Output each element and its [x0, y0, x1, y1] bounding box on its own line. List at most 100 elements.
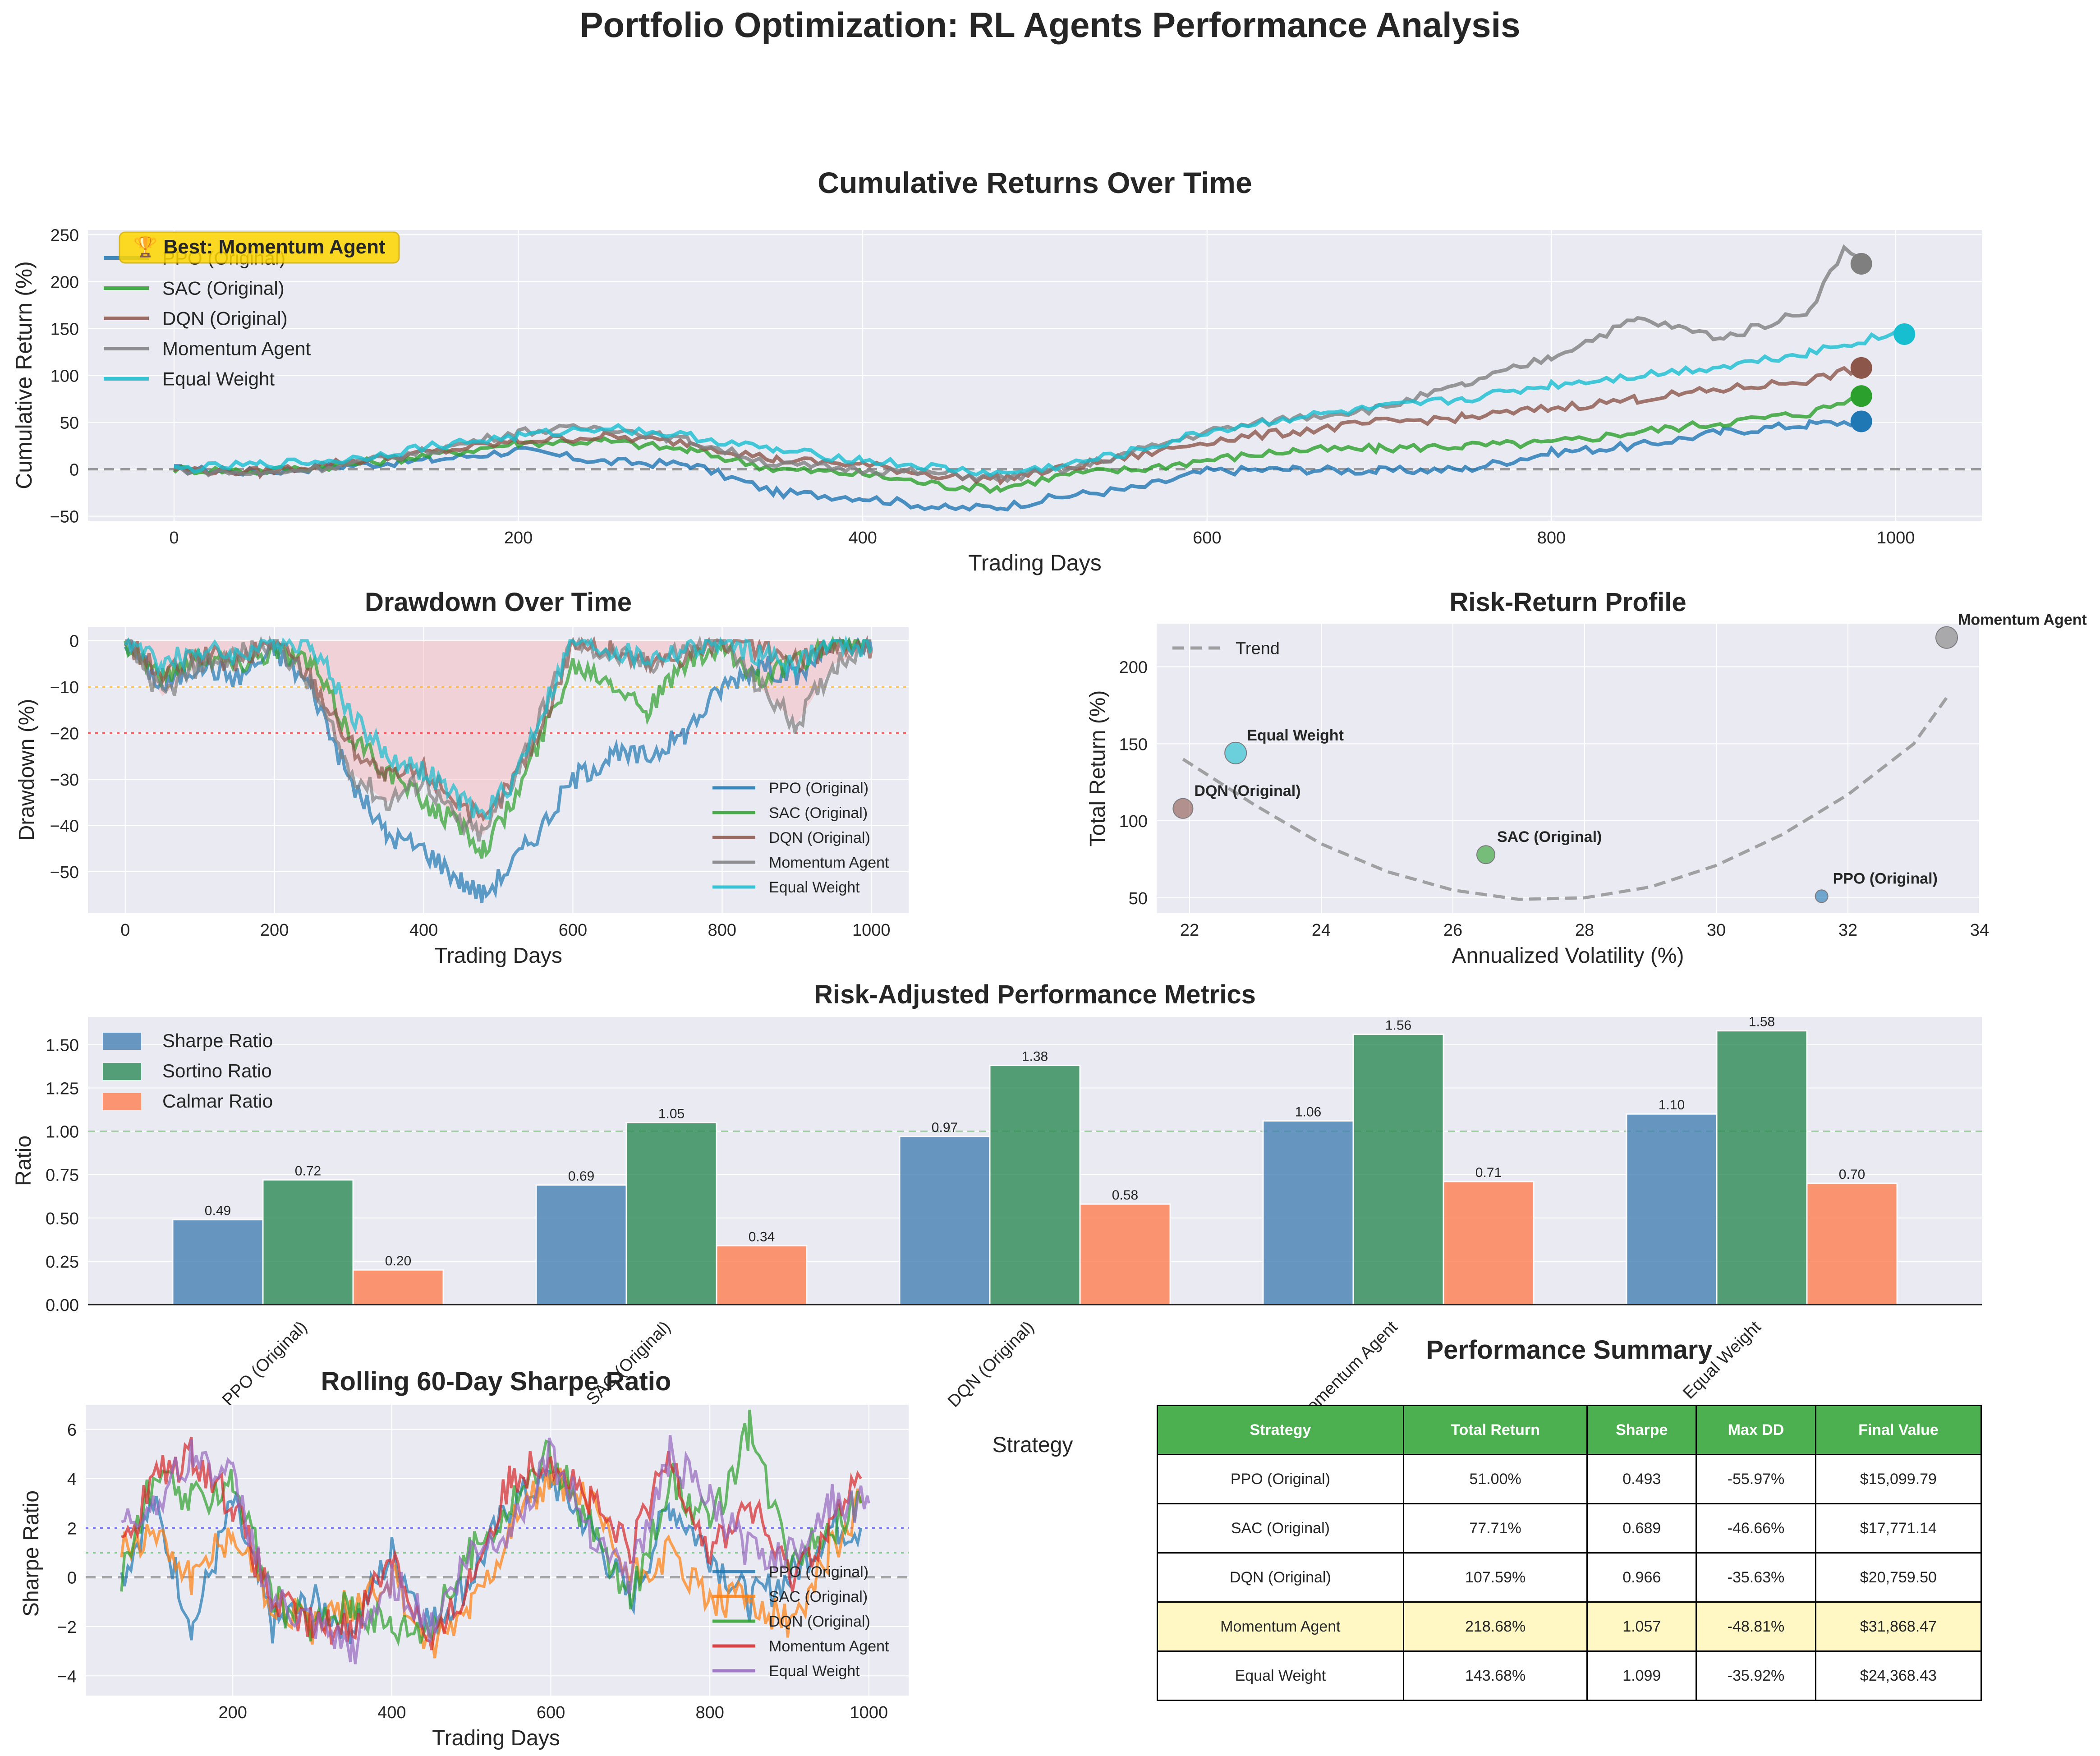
summary-cell: $24,368.43 [1815, 1650, 1982, 1701]
legend-label: SAC (Original) [162, 278, 285, 299]
summary-header-row: Strategy Total Return Sharpe Max DD Final Va… [1157, 1405, 1982, 1455]
summary-column-header: Sharpe [1586, 1405, 1697, 1455]
drawdown-ylabel: Drawdown (%) [15, 699, 39, 841]
x-tick-label: 400 [377, 1703, 406, 1722]
cumulative-series-1 [173, 395, 1863, 494]
scatter-point-3 [1935, 626, 1958, 649]
bar-value-label: 0.71 [1475, 1165, 1502, 1180]
y-tick-label: 0.25 [46, 1253, 79, 1272]
rolling-xlabel: Trading Days [432, 1726, 560, 1750]
scatter-point-2 [1172, 798, 1194, 819]
legend-label: DQN (Original) [769, 1613, 870, 1630]
summary-row: DQN (Original) 107.59% 0.966 -35.63% $20,759… [1157, 1552, 1982, 1603]
cumulative-series-2 [173, 366, 1862, 486]
summary-column-header: Max DD [1696, 1405, 1816, 1455]
y-tick-label: 6 [67, 1421, 77, 1440]
bar-value-label: 0.97 [932, 1120, 958, 1135]
risk-return-xlabel: Annualized Volatility (%) [1452, 944, 1684, 968]
x-tick-label: 800 [695, 1703, 724, 1722]
legend-label: SAC (Original) [769, 804, 868, 822]
x-tick-label: 1000 [1877, 529, 1915, 547]
cumulative-series-0 [174, 418, 1862, 512]
summary-row: Equal Weight 143.68% 1.099 -35.92% $24,368.4… [1157, 1650, 1982, 1701]
scatter-point-label: SAC (Original) [1497, 828, 1602, 846]
bar-value-label: 0.70 [1839, 1167, 1865, 1182]
trend-line [1182, 696, 1948, 901]
x-tick-label: 26 [1443, 921, 1462, 940]
bar-value-label: 0.72 [295, 1163, 321, 1178]
legend-label: Sharpe Ratio [162, 1030, 273, 1051]
y-tick-label: 1.00 [46, 1123, 79, 1142]
bar-0-0 [172, 1219, 264, 1306]
drawdown-xlabel: Trading Days [434, 944, 562, 968]
x-tick-label: 200 [260, 921, 289, 940]
x-tick-label: 0 [169, 529, 179, 547]
end-marker-3 [1850, 253, 1872, 275]
x-tick-label: 200 [504, 529, 533, 547]
bar-3-2 [1443, 1181, 1535, 1306]
summary-cell: 1.099 [1586, 1650, 1697, 1701]
bar-value-label: 0.49 [205, 1204, 231, 1218]
legend-label: Equal Weight [769, 1663, 860, 1680]
y-tick-label: 200 [1119, 658, 1148, 677]
risk-return-ylabel: Total Return (%) [1086, 690, 1110, 847]
x-tick-label: 1000 [850, 1703, 888, 1722]
bar-4-0 [1626, 1113, 1718, 1306]
summary-cell: 143.68% [1402, 1650, 1588, 1701]
y-tick-label: 0.00 [46, 1296, 79, 1315]
summary-row: SAC (Original) 77.71% 0.689 -46.66% $17,771.… [1157, 1503, 1982, 1554]
summary-cell: DQN (Original) [1157, 1552, 1404, 1603]
summary-cell: Momentum Agent [1157, 1601, 1404, 1652]
category-label: PPO (Original) [219, 1318, 311, 1410]
summary-cell: 0.966 [1586, 1552, 1697, 1603]
performance-summary-table: Strategy Total Return Sharpe Max DD Final Va… [1157, 1405, 1982, 1701]
bar-value-label: 0.20 [385, 1254, 411, 1269]
legend-label: PPO (Original) [769, 780, 868, 797]
end-marker-1 [1850, 385, 1872, 407]
summary-cell: 0.493 [1586, 1454, 1697, 1504]
legend-label: Equal Weight [769, 879, 860, 896]
drawdown-title: Drawdown Over Time [365, 588, 632, 617]
bar-value-label: 0.69 [568, 1169, 594, 1184]
x-tick-label: 22 [1180, 921, 1199, 940]
y-tick-label: −30 [50, 771, 79, 790]
summary-cell: 1.057 [1586, 1601, 1697, 1652]
bar-value-label: 1.38 [1022, 1049, 1048, 1064]
bar-1-2 [716, 1245, 808, 1306]
bar-1-0 [535, 1184, 627, 1306]
bar-2-1 [989, 1065, 1081, 1306]
scatter-point-4 [1224, 741, 1247, 764]
summary-cell: Equal Weight [1157, 1650, 1404, 1701]
cumulative-series-4 [173, 329, 1905, 478]
legend-label: Equal Weight [162, 368, 275, 390]
bar-value-label: 1.58 [1749, 1015, 1775, 1030]
bar-4-2 [1806, 1182, 1898, 1306]
y-tick-label: 250 [51, 226, 79, 245]
drawdown-legend: PPO (Original) SAC (Original) DQN (Origina… [712, 780, 889, 896]
cumulative-legend: PPO (Original)SAC (Original)DQN (Origina… [104, 248, 311, 390]
summary-cell: SAC (Original) [1157, 1503, 1404, 1554]
scatter-point-label: Equal Weight [1247, 727, 1344, 744]
y-tick-label: 100 [51, 367, 79, 386]
y-tick-label: 0 [67, 1569, 77, 1588]
y-tick-label: 50 [60, 414, 79, 433]
legend-label: Momentum Agent [769, 854, 889, 871]
best-annotation-text: 🏆 Best: Momentum Agent [133, 235, 386, 258]
summary-cell: -55.97% [1696, 1454, 1816, 1504]
summary-cell: 107.59% [1402, 1552, 1588, 1603]
cumulative-ylabel: Cumulative Return (%) [11, 261, 37, 489]
risk_return-plot-area [1157, 624, 1980, 913]
x-tick-label: 30 [1707, 921, 1726, 940]
x-tick-label: 400 [409, 921, 438, 940]
summary-cell: $17,771.14 [1815, 1503, 1982, 1554]
bar-value-label: 0.58 [1112, 1188, 1138, 1203]
bar-2-2 [1079, 1203, 1171, 1306]
x-tick-label: 600 [1193, 529, 1221, 547]
x-tick-label: 24 [1312, 921, 1331, 940]
x-tick-label: 32 [1838, 921, 1857, 940]
x-tick-label: 0 [120, 921, 130, 940]
bar-value-label: 1.06 [1295, 1105, 1321, 1120]
y-tick-label: −50 [50, 863, 79, 882]
summary-column-header: Strategy [1157, 1405, 1404, 1455]
metrics-xlabel: Strategy [993, 1433, 1073, 1457]
